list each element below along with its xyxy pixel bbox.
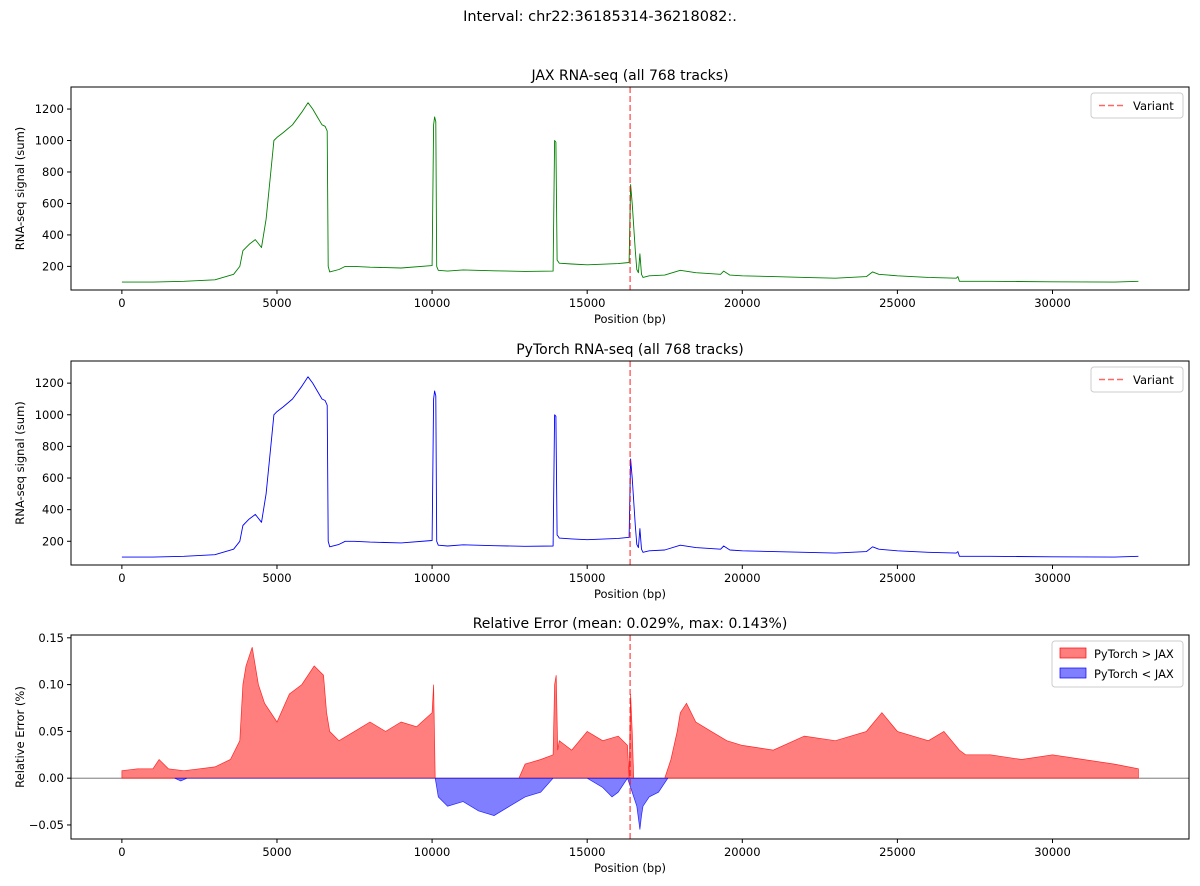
chart-panel-2: 0 5000 10000 15000 20000 25000 30000 200 400 600 8… [13, 342, 1190, 601]
x-axis-label: Position (bp) [594, 312, 666, 326]
x-tick-label: 5000 [262, 571, 291, 585]
x-tick-label: 0 [118, 296, 125, 310]
x-tick-label: 10000 [414, 296, 451, 310]
x-tick-label: 15000 [569, 845, 606, 859]
y-tick-label: 0.10 [38, 678, 64, 692]
axes-frame [70, 360, 1190, 566]
x-tick-label: 30000 [1034, 296, 1071, 310]
legend: Variant [1090, 92, 1184, 119]
series-area-pytorch-less [174, 777, 669, 830]
legend-box [1090, 92, 1184, 119]
y-tick-label: 600 [42, 471, 64, 485]
y-tick-label: 200 [42, 259, 64, 273]
x-tick-label: 25000 [879, 571, 916, 585]
legend-variant-label: Variant [1133, 99, 1174, 113]
plot-area [71, 635, 1189, 839]
axes-frame [70, 86, 1190, 291]
legend-variant-label: Variant [1133, 373, 1174, 387]
chart-title: JAX RNA-seq (all 768 tracks) [530, 68, 728, 84]
x-tick-label: 25000 [879, 845, 916, 859]
x-tick-label: 20000 [724, 296, 761, 310]
x-tick-label: 5000 [262, 845, 291, 859]
series-line-pytorch [121, 376, 1139, 558]
y-tick-label: 800 [42, 165, 64, 179]
x-tick-label: 20000 [724, 845, 761, 859]
y-tick-label: 400 [42, 503, 64, 517]
chart-title: Relative Error (mean: 0.029%, max: 0.143… [473, 616, 788, 632]
y-tick-label: 0.15 [38, 631, 64, 645]
y-axis-label: RNA-seq signal (sum) [13, 401, 27, 525]
y-tick-label: 1000 [35, 134, 64, 148]
x-tick-label: 15000 [569, 296, 606, 310]
y-tick-label: 200 [42, 534, 64, 548]
x-axis-label: Position (bp) [594, 587, 666, 601]
y-axis-label: RNA-seq signal (sum) [13, 127, 27, 251]
x-axis-label: Position (bp) [594, 861, 666, 875]
x-tick-label: 15000 [569, 571, 606, 585]
x-tick-label: 25000 [879, 296, 916, 310]
legend: PyTorch > JAX PyTorch < JAX [1051, 640, 1184, 688]
figure-suptitle: Interval: chr22:36185314-36218082:. [463, 9, 737, 25]
x-tick-label: 0 [118, 571, 125, 585]
x-tick-label: 10000 [414, 571, 451, 585]
y-tick-label: 1200 [35, 376, 64, 390]
series-line-jax [121, 102, 1139, 283]
series-area-pytorch-greater [121, 647, 1139, 779]
legend-label: PyTorch > JAX [1094, 647, 1174, 661]
y-tick-label: 1000 [35, 408, 64, 422]
chart-title: PyTorch RNA-seq (all 768 tracks) [516, 342, 744, 358]
y-tick-label: 800 [42, 439, 64, 453]
chart-panel-1: 0 5000 10000 15000 20000 25000 30000 200 400 600 8… [13, 68, 1190, 326]
chart-panel-3: 0 5000 10000 15000 20000 25000 30000 −0.05 0.00 0… [13, 616, 1190, 875]
x-tick-label: 30000 [1034, 845, 1071, 859]
x-tick-label: 0 [118, 845, 125, 859]
x-tick-label: 30000 [1034, 571, 1071, 585]
x-tick-label: 5000 [262, 296, 291, 310]
y-tick-label: 600 [42, 196, 64, 210]
legend-swatch [1059, 667, 1087, 679]
plot-area [121, 361, 1139, 565]
y-tick-label: 400 [42, 228, 64, 242]
x-tick-label: 10000 [414, 845, 451, 859]
legend-label: PyTorch < JAX [1094, 667, 1174, 681]
y-axis-label: Relative Error (%) [13, 686, 27, 788]
y-tick-label: 0.05 [38, 724, 64, 738]
legend: Variant [1090, 366, 1184, 393]
y-tick-label: 1200 [35, 102, 64, 116]
legend-box [1090, 366, 1184, 393]
y-tick-label: −0.05 [29, 818, 64, 832]
axes-frame [70, 634, 1190, 840]
x-tick-label: 20000 [724, 571, 761, 585]
plot-area [121, 87, 1139, 290]
y-tick-label: 0.00 [38, 771, 64, 785]
legend-swatch [1059, 647, 1087, 659]
